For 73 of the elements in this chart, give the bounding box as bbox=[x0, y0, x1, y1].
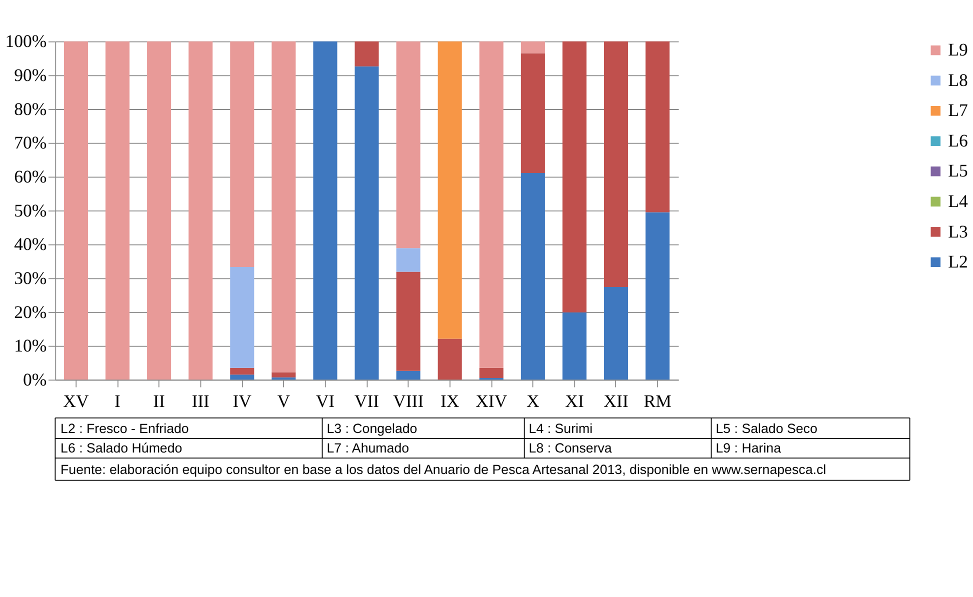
bar bbox=[520, 172, 545, 380]
bar bbox=[396, 41, 420, 248]
x-tick-label: XI bbox=[565, 390, 584, 411]
y-tick-label: 10% bbox=[14, 336, 47, 356]
y-tick-label: 40% bbox=[14, 234, 47, 254]
y-tick-label: 70% bbox=[14, 132, 47, 153]
bar bbox=[646, 212, 670, 380]
bar bbox=[230, 368, 254, 375]
bar bbox=[562, 312, 586, 380]
x-tick-label: II bbox=[153, 390, 166, 411]
text: L5 : Salado Seco bbox=[716, 421, 818, 436]
text: L9 : Harina bbox=[716, 440, 782, 456]
bar bbox=[479, 368, 504, 378]
bar bbox=[604, 286, 628, 380]
x-tick-label: VIII bbox=[392, 390, 424, 411]
text: L6 : Salado Húmedo bbox=[60, 440, 182, 456]
legend-label: L2 bbox=[948, 252, 968, 272]
x-tick-label: I bbox=[114, 390, 121, 411]
x-tick-label: X bbox=[526, 390, 540, 411]
x-tick-label: XIV bbox=[476, 390, 508, 411]
bar bbox=[354, 66, 379, 380]
bar bbox=[438, 41, 462, 339]
bar bbox=[396, 248, 420, 272]
legend-label: L6 bbox=[948, 130, 968, 150]
bar bbox=[272, 372, 296, 378]
bar bbox=[354, 41, 379, 66]
bar bbox=[64, 41, 88, 380]
x-tick-label: III bbox=[192, 390, 210, 411]
bar bbox=[520, 41, 545, 54]
x-tick-label: XII bbox=[604, 390, 628, 411]
legend-label: L9 bbox=[948, 40, 968, 60]
x-tick-label: VII bbox=[354, 390, 380, 411]
y-tick-label: 60% bbox=[14, 166, 47, 187]
bar bbox=[646, 41, 670, 212]
bar bbox=[604, 41, 628, 287]
x-tick-label: IV bbox=[232, 390, 252, 411]
bar bbox=[396, 370, 420, 380]
legend-label: L8 bbox=[948, 70, 968, 90]
y-tick-label: 20% bbox=[14, 302, 47, 322]
bar bbox=[230, 374, 254, 380]
y-tick-label: 80% bbox=[14, 98, 47, 119]
x-tick-label: IX bbox=[440, 390, 460, 411]
y-tick-label: 50% bbox=[14, 200, 47, 220]
y-tick-label: 100% bbox=[5, 31, 47, 52]
source-note: Fuente: elaboración equipo consultor en base a los datos del Anuario de Pesca Artesanal 2013, disponible en www.sernapesca.cl bbox=[60, 462, 826, 478]
bar bbox=[396, 272, 420, 371]
bar bbox=[105, 41, 130, 380]
text: L2 : Fresco - Enfriado bbox=[60, 421, 189, 436]
bar bbox=[520, 53, 545, 173]
bar bbox=[438, 338, 462, 380]
bar bbox=[272, 41, 296, 372]
text: L8 : Conserva bbox=[528, 440, 612, 456]
bar bbox=[562, 41, 586, 312]
text: L3 : Congelado bbox=[326, 421, 418, 436]
x-tick-label: VI bbox=[316, 390, 335, 411]
bar bbox=[188, 41, 213, 380]
bar bbox=[147, 41, 172, 380]
text: L7 : Ahumado bbox=[326, 440, 410, 456]
bar bbox=[479, 41, 504, 368]
y-tick-label: 0% bbox=[23, 369, 47, 390]
bar bbox=[313, 41, 338, 380]
x-tick-label: XV bbox=[63, 390, 89, 411]
x-tick-label: V bbox=[277, 390, 290, 411]
legend-label: L5 bbox=[948, 160, 968, 181]
y-tick-label: 30% bbox=[14, 268, 47, 288]
y-tick-label: 90% bbox=[14, 65, 47, 86]
legend-label: L4 bbox=[948, 190, 968, 211]
text: L4 : Surimi bbox=[528, 421, 593, 436]
bar bbox=[230, 41, 254, 268]
bar bbox=[230, 267, 254, 368]
x-tick-label: RM bbox=[644, 390, 672, 411]
legend-label: L3 bbox=[948, 221, 968, 242]
legend-label: L7 bbox=[948, 100, 968, 120]
